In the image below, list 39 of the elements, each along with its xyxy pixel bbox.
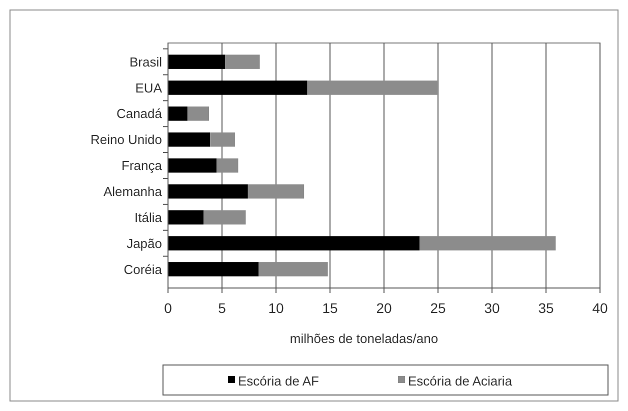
y-tick-label: Coréia [124, 262, 163, 277]
y-tick-label: Japão [126, 236, 162, 251]
bar [307, 80, 438, 95]
x-tick-label: 25 [430, 300, 446, 316]
bar [168, 158, 217, 173]
bar [210, 132, 235, 147]
y-tick-label: Canadá [116, 106, 163, 122]
bar [168, 262, 259, 276]
legend-label: Escória de AF [238, 374, 319, 389]
y-tick-label: EUA [135, 80, 162, 96]
y-tick-label: Alemanha [103, 184, 163, 199]
y-tick-label: França [122, 158, 163, 174]
y-tick-label: Reino Unido [90, 132, 162, 148]
legend-label: Escória de Aciaria [408, 374, 513, 389]
bar [168, 106, 188, 121]
x-tick-label: 20 [376, 300, 392, 316]
bar [204, 210, 246, 224]
x-tick-label: 40 [592, 300, 608, 316]
y-tick-label: Itália [134, 210, 163, 225]
bar [168, 236, 420, 250]
x-tick-label: 5 [218, 300, 226, 316]
bar [168, 54, 226, 69]
bar [187, 106, 210, 121]
bar [168, 184, 248, 199]
bar [258, 262, 328, 276]
bar [225, 54, 260, 69]
bar [168, 132, 210, 147]
x-tick-label: 15 [322, 300, 338, 316]
bar [168, 80, 308, 95]
bar [248, 184, 304, 199]
x-tick-label: 10 [268, 300, 284, 316]
y-tick-label: Brasil [129, 54, 162, 70]
bar [420, 236, 556, 250]
x-tick-label: 30 [484, 300, 500, 316]
bar [216, 158, 238, 173]
x-axis-title: milhões de toneladas/ano [290, 331, 438, 346]
x-tick-label: 35 [538, 300, 554, 316]
bar [168, 210, 204, 224]
x-tick-label: 0 [164, 300, 172, 316]
